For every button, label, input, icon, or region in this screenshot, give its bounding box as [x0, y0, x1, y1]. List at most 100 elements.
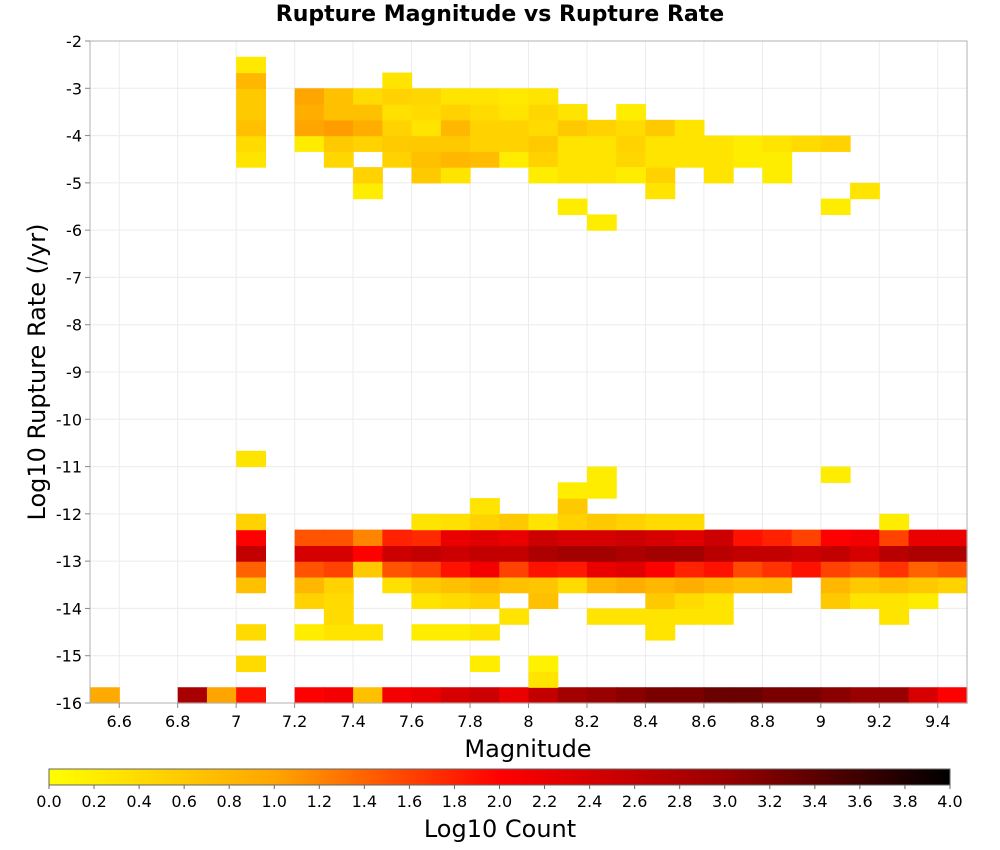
- heatmap-cell: [645, 167, 676, 184]
- y-tick-label: -16: [56, 694, 82, 713]
- heatmap-cell: [294, 545, 325, 562]
- x-tick-label: 8: [523, 712, 533, 731]
- colorbar-tick-label: 0.2: [81, 792, 106, 811]
- heatmap-cell: [528, 88, 559, 105]
- colorbar-tick-label: 2.0: [487, 792, 512, 811]
- heatmap-cell: [703, 167, 734, 184]
- heatmap-cell: [382, 119, 413, 137]
- heatmap-cell: [733, 529, 763, 546]
- heatmap-cell: [470, 561, 500, 578]
- heatmap-cell: [791, 135, 822, 152]
- x-tick-label: 8.6: [691, 712, 716, 731]
- heatmap-cell: [645, 529, 676, 546]
- heatmap-cell: [850, 576, 880, 594]
- heatmap-cell: [645, 513, 676, 531]
- heatmap-cell: [703, 151, 734, 168]
- heatmap-cell: [762, 529, 793, 546]
- heatmap-cell: [470, 513, 500, 531]
- heatmap-cell: [703, 608, 734, 625]
- heatmap-cell: [791, 561, 822, 578]
- heatmap-cell: [353, 88, 383, 105]
- heatmap-cell: [353, 624, 383, 641]
- heatmap-cell: [528, 529, 559, 546]
- heatmap-cell: [440, 119, 471, 137]
- heatmap-cell: [411, 104, 442, 121]
- heatmap-cell: [703, 135, 734, 152]
- heatmap-cell: [499, 88, 530, 105]
- heatmap-cell: [323, 592, 354, 610]
- heatmap-cell: [206, 687, 237, 704]
- colorbar-tick-label: 1.2: [307, 792, 332, 811]
- heatmap-cell: [323, 135, 354, 152]
- heatmap-cell: [674, 135, 705, 152]
- x-tick-label: 8.2: [574, 712, 599, 731]
- colorbar-tick-label: 3.8: [892, 792, 917, 811]
- colorbar-tick-label: 1.0: [262, 792, 287, 811]
- heatmap-cell: [528, 545, 559, 562]
- heatmap-cell: [499, 104, 530, 121]
- heatmap-cell: [645, 576, 676, 594]
- heatmap-cell: [879, 576, 910, 594]
- heatmap-cell: [470, 151, 500, 168]
- y-tick-label: -5: [66, 174, 82, 193]
- heatmap-cell: [382, 135, 413, 152]
- x-tick-label: 7.4: [340, 712, 365, 731]
- heatmap-cell: [440, 151, 471, 168]
- heatmap-cell: [411, 513, 442, 531]
- heatmap-cell: [908, 561, 939, 578]
- heatmap-cell: [528, 671, 559, 688]
- heatmap-cell: [440, 687, 471, 704]
- heatmap-cell: [382, 576, 413, 594]
- x-axis-label: Magnitude: [464, 735, 592, 763]
- heatmap-cell: [937, 529, 968, 546]
- heatmap-cell: [820, 466, 851, 483]
- heatmap-cell: [586, 561, 617, 578]
- heatmap-cell: [645, 561, 676, 578]
- heatmap-cell: [528, 576, 559, 594]
- heatmap-cell: [353, 561, 383, 578]
- heatmap-cell: [236, 576, 266, 594]
- heatmap-cell: [411, 135, 442, 152]
- heatmap-cells: [90, 56, 968, 704]
- heatmap-cell: [645, 151, 676, 168]
- colorbar-tick-label: 2.8: [667, 792, 692, 811]
- heatmap-cell: [353, 529, 383, 546]
- heatmap-cell: [850, 182, 880, 200]
- heatmap-cell: [411, 576, 442, 594]
- x-tick-label: 7.2: [282, 712, 307, 731]
- heatmap-cell: [440, 513, 471, 531]
- heatmap-cell: [236, 687, 266, 704]
- heatmap-cell: [586, 151, 617, 168]
- heatmap-cell: [557, 119, 588, 137]
- colorbar-tick-label: 3.2: [757, 792, 782, 811]
- heatmap-cell: [236, 151, 266, 168]
- heatmap-cell: [674, 608, 705, 625]
- y-tick-label: -9: [66, 363, 82, 382]
- heatmap-cell: [528, 104, 559, 121]
- heatmap-cell: [733, 151, 763, 168]
- heatmap-cell: [674, 592, 705, 610]
- heatmap-cell: [528, 135, 559, 152]
- heatmap-cell: [440, 561, 471, 578]
- heatmap-cell: [557, 135, 588, 152]
- heatmap-cell: [791, 529, 822, 546]
- heatmap-cell: [470, 592, 500, 610]
- heatmap-cell: [236, 561, 266, 578]
- heatmap-cell: [850, 561, 880, 578]
- heatmap-cell: [353, 167, 383, 184]
- heatmap-cell: [762, 561, 793, 578]
- heatmap-cell: [820, 576, 851, 594]
- heatmap-cell: [177, 687, 208, 704]
- heatmap-cell: [411, 88, 442, 105]
- heatmap-cell: [616, 545, 647, 562]
- heatmap-cell: [586, 608, 617, 625]
- heatmap-cell: [440, 545, 471, 562]
- heatmap-cell: [499, 561, 530, 578]
- colorbar-tick-label: 0.8: [216, 792, 241, 811]
- heatmap-cell: [382, 545, 413, 562]
- heatmap-cell: [586, 687, 617, 704]
- heatmap-cell: [557, 482, 588, 499]
- colorbar-label: Log10 Count: [423, 815, 577, 843]
- chart-title: Rupture Magnitude vs Rupture Rate: [275, 2, 725, 27]
- heatmap-cell: [908, 545, 939, 562]
